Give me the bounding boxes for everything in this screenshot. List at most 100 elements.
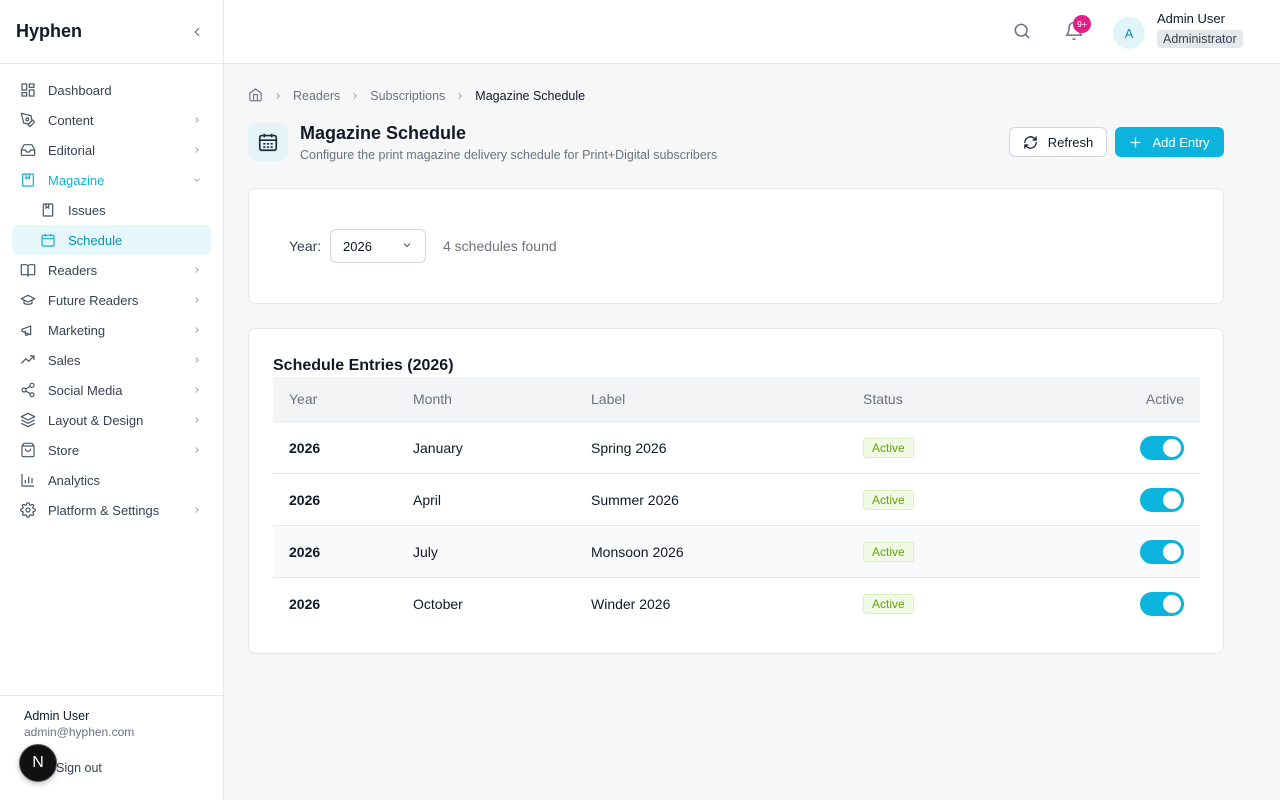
status-badge: Active bbox=[863, 541, 914, 562]
year-select-value: 2026 bbox=[343, 238, 372, 254]
sidebar-item-marketing[interactable]: Marketing bbox=[12, 315, 211, 345]
sign-out-button[interactable]: Sign out bbox=[56, 761, 102, 775]
sidebar-item-store[interactable]: Store bbox=[12, 435, 211, 465]
sidebar-item-future-readers[interactable]: Future Readers bbox=[12, 285, 211, 315]
sidebar-user-panel: Admin User admin@hyphen.com Sign out bbox=[0, 695, 223, 800]
active-toggle[interactable] bbox=[1140, 487, 1184, 512]
toggle-knob bbox=[1163, 542, 1181, 561]
sidebar-item-content[interactable]: Content bbox=[12, 105, 211, 135]
sidebar-item-schedule[interactable]: Schedule bbox=[12, 225, 211, 255]
table-row[interactable]: 2026 January Spring 2026 Active bbox=[273, 422, 1200, 474]
column-header-year[interactable]: Year bbox=[289, 391, 318, 407]
user-menu[interactable]: Admin User Administrator bbox=[1157, 11, 1243, 48]
notification-badge: 9+ bbox=[1073, 15, 1091, 33]
home-icon[interactable] bbox=[248, 87, 263, 105]
cell-year: 2026 bbox=[289, 543, 321, 560]
sidebar-item-issues[interactable]: Issues bbox=[12, 195, 211, 225]
chevron-down-icon bbox=[191, 174, 203, 186]
table-row[interactable]: 2026 April Summer 2026 Active bbox=[273, 474, 1200, 526]
cell-status: Active bbox=[863, 541, 1063, 562]
sidebar-item-readers[interactable]: Readers bbox=[12, 255, 211, 285]
column-header-label[interactable]: Label bbox=[591, 391, 626, 407]
sidebar-item-label: Schedule bbox=[68, 232, 123, 248]
gear-icon bbox=[20, 502, 36, 518]
avatar[interactable]: A bbox=[1113, 17, 1145, 49]
chevron-right-icon bbox=[191, 384, 203, 396]
sidebar-item-label: Editorial bbox=[48, 142, 95, 158]
active-toggle[interactable] bbox=[1140, 435, 1184, 460]
cell-year: 2026 bbox=[289, 596, 321, 612]
collapse-sidebar-button[interactable] bbox=[187, 22, 207, 42]
dev-tools-badge[interactable]: N bbox=[19, 744, 57, 782]
breadcrumb-subscriptions[interactable]: Subscriptions bbox=[370, 89, 446, 103]
sidebar-item-label: Sales bbox=[48, 352, 81, 368]
breadcrumb-readers[interactable]: Readers bbox=[293, 89, 341, 103]
chevron-left-icon bbox=[194, 27, 200, 36]
active-toggle[interactable] bbox=[1140, 592, 1184, 616]
sidebar-nav: Dashboard Content Editorial Magazine Iss… bbox=[0, 64, 223, 525]
sidebar-header: Hyphen bbox=[0, 0, 223, 64]
cell-label: Spring 2026 bbox=[591, 439, 667, 456]
toggle-knob bbox=[1163, 595, 1181, 613]
table-header-row: Year Month Label Status Active bbox=[273, 377, 1200, 422]
table-row[interactable]: 2026 July Monsoon 2026 Active bbox=[273, 526, 1200, 578]
cell-status: Active bbox=[863, 594, 1063, 614]
column-header-active[interactable]: Active bbox=[1145, 391, 1184, 407]
sidebar-item-layout-design[interactable]: Layout & Design bbox=[12, 405, 211, 435]
cell-month: April bbox=[413, 491, 442, 508]
toggle-knob bbox=[1163, 438, 1181, 457]
chevron-right-icon bbox=[191, 264, 203, 276]
year-select[interactable]: 2026 bbox=[330, 229, 426, 263]
chevron-right-icon bbox=[191, 444, 203, 456]
sidebar-item-analytics[interactable]: Analytics bbox=[12, 465, 211, 495]
status-badge: Active bbox=[863, 489, 914, 510]
sidebar-item-label: Content bbox=[48, 112, 94, 128]
store-icon bbox=[20, 442, 36, 458]
status-badge: Active bbox=[863, 594, 914, 614]
sidebar-item-social-media[interactable]: Social Media bbox=[12, 375, 211, 405]
book-icon bbox=[40, 202, 56, 218]
cell-status: Active bbox=[863, 437, 1063, 458]
megaphone-icon bbox=[20, 322, 36, 338]
chevron-right-icon bbox=[191, 354, 203, 366]
search-icon[interactable] bbox=[1012, 21, 1034, 43]
cell-active bbox=[1063, 487, 1200, 512]
sidebar: Hyphen Dashboard Content Editorial Magaz… bbox=[0, 0, 224, 800]
schedule-table-card: Schedule Entries (2026) Year Month Label… bbox=[248, 328, 1224, 654]
calendar-icon bbox=[40, 232, 56, 248]
sidebar-item-dashboard[interactable]: Dashboard bbox=[12, 75, 211, 105]
calendar-icon bbox=[248, 123, 288, 161]
cell-month: October bbox=[413, 596, 463, 612]
sidebar-item-label: Future Readers bbox=[48, 292, 139, 308]
column-header-status[interactable]: Status bbox=[863, 391, 903, 407]
sidebar-item-editorial[interactable]: Editorial bbox=[12, 135, 211, 165]
toggle-knob bbox=[1163, 490, 1181, 509]
sidebar-item-platform-settings[interactable]: Platform & Settings bbox=[12, 495, 211, 525]
cell-year: 2026 bbox=[289, 439, 321, 456]
status-badge: Active bbox=[863, 437, 914, 458]
share-icon bbox=[20, 382, 36, 398]
brand-logo: Hyphen bbox=[16, 21, 83, 41]
chevron-right-icon bbox=[273, 91, 283, 101]
sidebar-user-email: admin@hyphen.com bbox=[24, 725, 135, 739]
table-row[interactable]: 2026 October Winder 2026 Active bbox=[273, 578, 1200, 630]
sidebar-item-label: Issues bbox=[68, 202, 106, 218]
add-entry-button[interactable]: Add Entry bbox=[1115, 127, 1224, 157]
cell-month: January bbox=[413, 439, 463, 456]
sidebar-item-magazine[interactable]: Magazine bbox=[12, 165, 211, 195]
page-title: Magazine Schedule bbox=[300, 123, 467, 143]
sidebar-item-sales[interactable]: Sales bbox=[12, 345, 211, 375]
chevron-right-icon bbox=[191, 414, 203, 426]
cell-active bbox=[1063, 539, 1200, 564]
cell-active bbox=[1063, 592, 1200, 616]
active-toggle[interactable] bbox=[1140, 539, 1184, 564]
graduation-cap-icon bbox=[20, 292, 36, 308]
year-label: Year: bbox=[289, 238, 322, 254]
sidebar-item-label: Readers bbox=[48, 262, 98, 278]
pen-icon bbox=[20, 112, 36, 128]
dashboard-icon bbox=[20, 82, 36, 98]
refresh-button[interactable]: Refresh bbox=[1009, 127, 1107, 157]
chevron-right-icon bbox=[191, 144, 203, 156]
role-badge: Administrator bbox=[1157, 30, 1243, 48]
column-header-month[interactable]: Month bbox=[413, 391, 452, 407]
